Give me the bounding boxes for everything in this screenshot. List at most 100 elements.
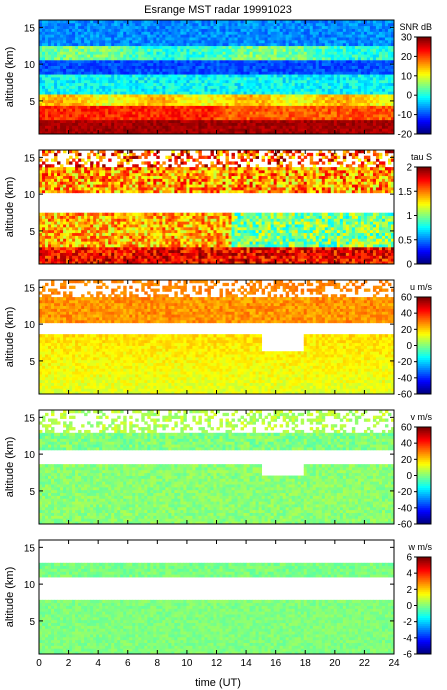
heatmap-cell [141,51,144,54]
heatmap-cell [150,86,153,89]
heatmap-cell [310,43,313,46]
heatmap-cell [370,88,373,91]
heatmap-cell [313,128,316,131]
heatmap-cell [57,111,60,114]
heatmap-cell [72,49,75,52]
heatmap-cell [226,57,229,60]
heatmap-cell [189,125,192,128]
heatmap-cell [207,37,210,40]
heatmap-cell [117,26,120,29]
heatmap-cell [204,125,207,128]
heatmap-cell [51,120,54,123]
heatmap-cell [259,91,262,94]
heatmap-cell [319,34,322,37]
heatmap-cell [349,71,352,74]
heatmap-cell [298,77,301,80]
heatmap-cell [349,125,352,128]
heatmap-cell [135,120,138,123]
heatmap-cell [120,40,123,43]
heatmap-cell [42,94,45,97]
heatmap-cell [180,114,183,117]
heatmap-cell [304,100,307,103]
heatmap-cell [183,34,186,37]
heatmap-cell [141,88,144,91]
heatmap-cell [78,29,81,32]
heatmap-cell [334,34,337,37]
heatmap-cell [226,71,229,74]
heatmap-cell [289,40,292,43]
heatmap-cell [349,54,352,57]
heatmap-cell [39,258,42,261]
heatmap-cell [340,86,343,89]
heatmap-cell [45,106,48,109]
heatmap-cell [111,106,114,109]
heatmap-cell [96,111,99,114]
heatmap-cell [54,88,57,91]
heatmap-cell [42,88,45,91]
heatmap-cell [72,80,75,83]
heatmap-cell [150,94,153,97]
heatmap-cell [307,54,310,57]
heatmap-cell [337,51,340,54]
heatmap-cell [63,91,66,94]
heatmap-cell [355,49,358,52]
heatmap-cell [304,71,307,74]
heatmap-cell [364,108,367,111]
heatmap-cell [174,123,177,126]
heatmap-cell [259,125,262,128]
heatmap-cell [295,97,298,100]
heatmap-cell [105,103,108,106]
heatmap-cell [382,60,385,63]
heatmap-cell [244,54,247,57]
panel-snr: 51015altitude (km)-20-100102030SNR dB [4,20,432,141]
heatmap-cell [117,34,120,37]
heatmap-cell [42,218,45,221]
heatmap-cell [51,77,54,80]
heatmap-cell [183,94,186,97]
heatmap-cell [295,46,298,49]
heatmap-cell [42,57,45,60]
heatmap-cell [69,60,72,63]
heatmap-cell [168,60,171,63]
heatmap-cell [304,37,307,40]
heatmap-cell [198,106,201,109]
heatmap-cell [198,114,201,117]
heatmap-cell [42,250,45,253]
heatmap-cell [201,91,204,94]
heatmap-cell [168,63,171,66]
heatmap-cell [180,94,183,97]
heatmap-cell [343,123,346,126]
heatmap-cell [328,26,331,29]
heatmap-cell [358,100,361,103]
heatmap-cell [90,103,93,106]
heatmap-cell [207,68,210,71]
heatmap-cell [39,114,42,117]
heatmap-cell [51,46,54,49]
heatmap-cell [96,43,99,46]
heatmap-cell [292,60,295,63]
heatmap-cell [262,114,265,117]
heatmap-cell [159,94,162,97]
heatmap-cell [147,111,150,114]
heatmap-cell [322,43,325,46]
heatmap-cell [192,63,195,66]
heatmap-cell [102,26,105,29]
heatmap-cell [259,46,262,49]
heatmap-cell [223,31,226,34]
heatmap-cell [132,57,135,60]
heatmap-cell [217,120,220,123]
heatmap-cell [274,106,277,109]
heatmap-cell [319,97,322,100]
heatmap-cell [123,117,126,120]
heatmap-cell [39,238,42,241]
heatmap-cell [307,68,310,71]
heatmap-cell [114,49,117,52]
heatmap-cell [313,80,316,83]
heatmap-cell [226,40,229,43]
heatmap-cell [379,29,382,32]
heatmap-cell [250,66,253,69]
heatmap-cell [198,108,201,111]
heatmap-cell [156,74,159,77]
heatmap-cell [322,74,325,77]
heatmap-cell [307,125,310,128]
